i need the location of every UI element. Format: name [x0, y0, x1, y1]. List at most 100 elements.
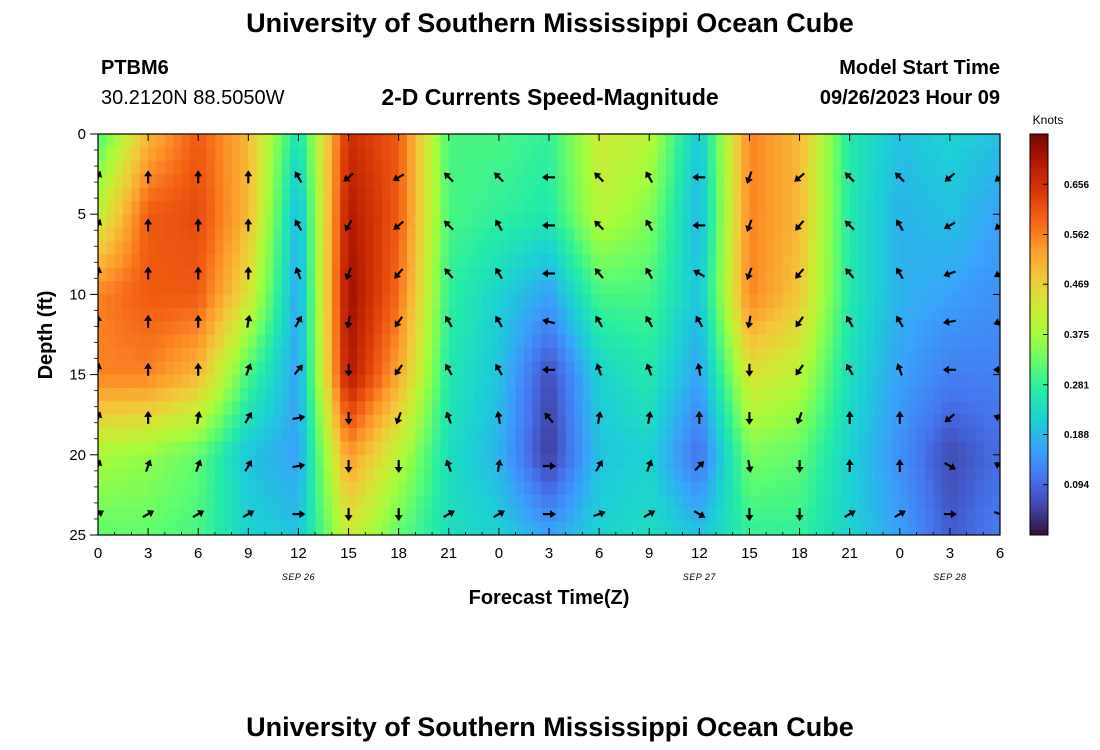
heatmap-cell: [281, 334, 291, 349]
heatmap-cell: [891, 200, 901, 215]
heatmap-cell: [540, 508, 550, 523]
heatmap-cell: [949, 468, 959, 483]
x-tick-label: 15: [741, 545, 758, 562]
heatmap-cell: [749, 174, 759, 189]
heatmap-cell: [757, 227, 767, 242]
heatmap-cell: [983, 281, 993, 295]
current-arrow: [795, 364, 804, 376]
heatmap-cell: [757, 174, 767, 189]
heatmap-cell: [156, 307, 166, 322]
heatmap-cell: [432, 187, 442, 202]
heatmap-cell: [732, 214, 742, 229]
heatmap-cell: [565, 508, 575, 523]
heatmap-cell: [841, 401, 851, 416]
heatmap-cell: [490, 147, 500, 162]
heatmap-cell: [106, 160, 116, 175]
heatmap-cell: [682, 334, 692, 349]
heatmap-cell: [340, 214, 350, 229]
heatmap-cell: [373, 200, 383, 215]
current-arrow: [844, 220, 855, 231]
heatmap-cell: [899, 281, 909, 295]
heatmap-cell: [941, 227, 951, 242]
heatmap-cell: [323, 200, 333, 215]
heatmap-cell: [665, 387, 675, 402]
heatmap-cell: [148, 134, 158, 148]
heatmap-cell: [490, 281, 500, 295]
current-arrow: [144, 410, 153, 424]
heatmap-cell: [799, 414, 809, 429]
current-arrow: [244, 363, 253, 376]
heatmap-cell: [465, 307, 475, 322]
heatmap-cell: [398, 468, 408, 483]
heatmap-cell: [298, 521, 308, 535]
heatmap-cell: [139, 227, 149, 242]
heatmap-cell: [381, 200, 391, 215]
heatmap-cell: [941, 281, 951, 295]
heatmap-cell: [707, 134, 717, 148]
heatmap-cell: [924, 481, 934, 496]
heatmap-cell: [340, 227, 350, 242]
heatmap-cell: [189, 401, 199, 416]
heatmap-cell: [807, 428, 817, 443]
heatmap-cell: [749, 401, 759, 416]
heatmap-cell: [323, 401, 333, 416]
x-tick-label: 0: [896, 545, 904, 562]
heatmap-cell: [707, 401, 717, 416]
heatmap-cell: [766, 441, 776, 456]
current-arrow: [595, 315, 604, 328]
heatmap-cell: [624, 481, 634, 496]
heatmap-cell: [924, 134, 934, 148]
heatmap-cell: [832, 200, 842, 215]
current-arrow: [695, 315, 704, 328]
heatmap-cell: [448, 468, 458, 483]
heatmap-cell: [757, 481, 767, 496]
heatmap-cell: [123, 361, 133, 376]
heatmap-cell: [214, 254, 224, 269]
heatmap-cell: [98, 321, 107, 336]
heatmap-cell: [173, 240, 183, 255]
heatmap-cell: [423, 267, 433, 282]
heatmap-cell: [373, 428, 383, 443]
current-arrow: [795, 268, 805, 279]
heatmap-cell: [298, 414, 308, 429]
heatmap-cell: [365, 187, 375, 202]
heatmap-cell: [690, 454, 700, 469]
heatmap-cell: [607, 240, 617, 255]
heatmap-cell: [707, 441, 717, 456]
heatmap-cell: [331, 508, 341, 523]
heatmap-cell: [432, 494, 442, 509]
heatmap-cell: [198, 307, 208, 322]
heatmap-cell: [381, 441, 391, 456]
heatmap-cell: [883, 347, 893, 362]
heatmap-cell: [649, 227, 659, 242]
heatmap-cell: [331, 401, 341, 416]
heatmap-cell: [807, 267, 817, 282]
current-arrow: [993, 510, 1000, 519]
heatmap-cell: [315, 334, 325, 349]
heatmap-cell: [832, 281, 842, 295]
heatmap-cell: [306, 200, 316, 215]
heatmap-cell: [198, 174, 208, 189]
heatmap-cell: [690, 481, 700, 496]
heatmap-cell: [156, 214, 166, 229]
heatmap-cell: [248, 294, 258, 309]
heatmap-cell: [265, 387, 274, 402]
heatmap-cell: [741, 494, 751, 509]
heatmap-cell: [440, 147, 450, 162]
heatmap-cell: [231, 240, 241, 255]
heatmap-cell: [490, 200, 500, 215]
heatmap-cell: [440, 294, 450, 309]
heatmap-cell: [807, 454, 817, 469]
heatmap-cell: [582, 521, 592, 535]
heatmap-cell: [908, 267, 918, 282]
heatmap-cell: [949, 454, 959, 469]
heatmap-cell: [432, 441, 442, 456]
heatmap-cell: [791, 428, 801, 443]
heatmap-cell: [699, 374, 709, 389]
heatmap-cell: [757, 147, 767, 162]
heatmap-cell: [716, 294, 725, 309]
heatmap-cell: [114, 454, 124, 469]
heatmap-cell: [407, 307, 416, 322]
heatmap-cell: [131, 160, 141, 175]
heatmap-cell: [716, 160, 725, 175]
